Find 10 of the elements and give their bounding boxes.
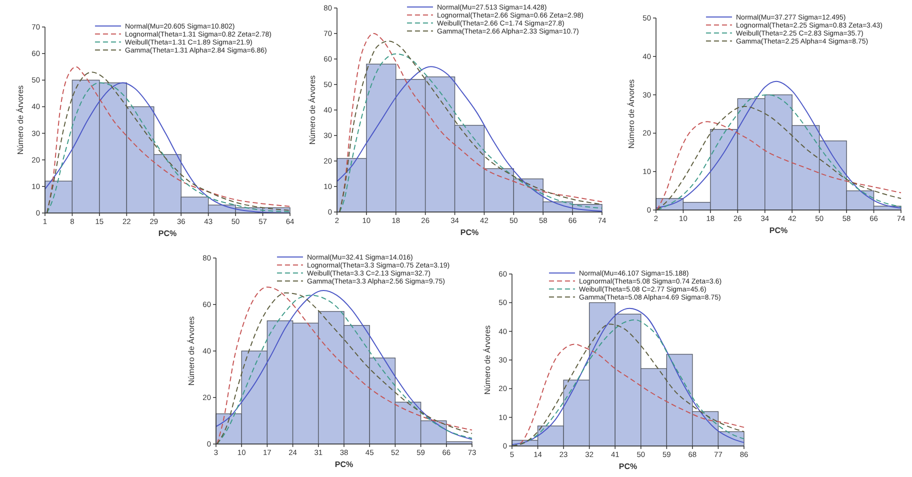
x-axis-title: PC% <box>769 226 788 235</box>
x-axis-title: PC% <box>334 460 354 469</box>
y-axis-title: Número de Árvores <box>627 79 636 149</box>
y-axis-title: Número de Árvores <box>16 85 25 155</box>
y-axis-title: Número de Árvores <box>483 325 492 395</box>
x-axis-title: PC% <box>158 229 177 238</box>
x-axis-title: PC% <box>460 228 479 237</box>
x-axis-title: PC% <box>618 462 638 471</box>
y-axis-title: Número de Árvores <box>187 316 196 386</box>
y-axis-title: Número de Árvores <box>308 75 317 145</box>
